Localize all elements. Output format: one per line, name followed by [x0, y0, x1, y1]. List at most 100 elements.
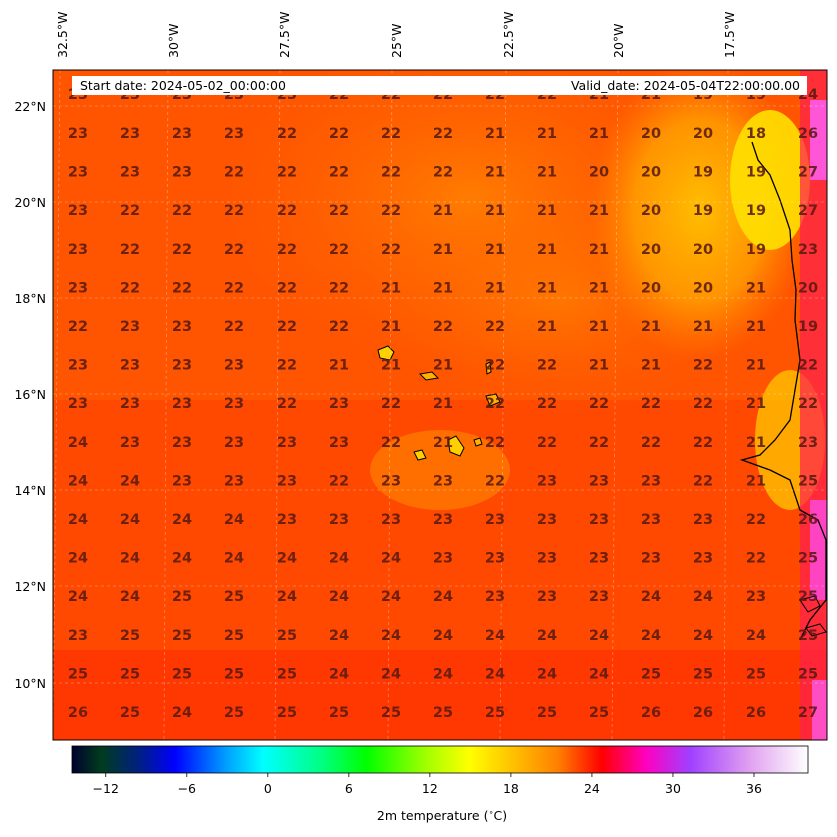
grid-value-8-9: 22	[537, 435, 557, 451]
island-maio	[473, 437, 483, 447]
grid-value-4-6: 21	[381, 280, 401, 296]
grid-value-13-7: 24	[433, 628, 453, 644]
grid-value-12-12: 24	[693, 589, 713, 605]
grid-value-8-2: 23	[172, 435, 192, 451]
grid-value-11-4: 24	[277, 551, 297, 567]
island-santiago	[447, 435, 465, 457]
grid-value-7-3: 23	[224, 396, 244, 412]
grid-value-11-3: 24	[224, 551, 244, 567]
grid-value-3-1: 22	[120, 242, 140, 258]
grid-value-6-0: 23	[68, 358, 88, 374]
grid-value-15-0: 26	[68, 705, 88, 721]
grid-value-2-7: 21	[433, 203, 453, 219]
grid-value-8-14: 23	[798, 435, 818, 451]
date-header: Start date: 2024-05-02_00:00:00 Valid_da…	[72, 76, 807, 95]
grid-value-5-7: 22	[433, 319, 453, 335]
grid-value-7-10: 22	[589, 396, 609, 412]
grid-value-5-2: 23	[172, 319, 192, 335]
grid-value-6-1: 23	[120, 358, 140, 374]
island-boa-vista	[485, 393, 501, 407]
grid-value-2-1: 22	[120, 203, 140, 219]
grid-value-2-9: 21	[537, 203, 557, 219]
grid-value-11-2: 24	[172, 551, 192, 567]
grid-value-7-5: 23	[329, 396, 349, 412]
grid-value-10-3: 24	[224, 512, 244, 528]
grid-value-0-3: 23	[224, 126, 244, 142]
grid-value-14-12: 25	[693, 666, 713, 682]
grid-value-14-14: 25	[798, 666, 818, 682]
colorbar-tick-label: 6	[344, 781, 353, 796]
grid-value-2-0: 23	[68, 203, 88, 219]
grid-value-5-8: 22	[485, 319, 505, 335]
grid-value-8-0: 24	[68, 435, 88, 451]
grid-value-8-5: 23	[329, 435, 349, 451]
grid-value-6-3: 23	[224, 358, 244, 374]
map-field: 23 23 23 23 23 22 22 22 22 22 21 21 19 19 24 23 23 23 23 22…	[53, 70, 827, 740]
longitude-label: 17.5°W	[722, 11, 737, 58]
grid-value-1-4: 22	[277, 165, 297, 181]
grid-value-10-11: 23	[641, 512, 661, 528]
latitude-label: 16°N	[14, 387, 46, 402]
grid-value-9-12: 22	[693, 473, 713, 489]
grid-value-2-6: 22	[381, 203, 401, 219]
grid-value-7-9: 22	[537, 396, 557, 412]
grid-value-0-14: 26	[798, 126, 818, 142]
grid-value-0-7: 22	[433, 126, 453, 142]
colorbar-tick-label: 12	[421, 781, 438, 796]
grid-value-12-4: 24	[277, 589, 297, 605]
grid-value-4-3: 22	[224, 280, 244, 296]
grid-value-6-11: 21	[641, 358, 661, 374]
grid-value-15-3: 25	[224, 705, 244, 721]
grid-value-6-4: 22	[277, 358, 297, 374]
grid-value-4-13: 21	[746, 280, 766, 296]
grid-value-1-5: 22	[329, 165, 349, 181]
latitude-label: 20°N	[14, 195, 46, 210]
grid-value-13-0: 23	[68, 628, 88, 644]
grid-value-10-7: 23	[433, 512, 453, 528]
grid-value-15-14: 27	[798, 705, 818, 721]
grid-value-14-6: 24	[381, 666, 401, 682]
grid-value-4-0: 23	[68, 280, 88, 296]
grid-value-15-12: 26	[693, 705, 713, 721]
grid-value-15-4: 25	[277, 705, 297, 721]
longitude-label: 30°W	[166, 23, 181, 58]
grid-value-13-3: 25	[224, 628, 244, 644]
longitude-label: 22.5°W	[501, 11, 516, 58]
latitude-label: 10°N	[14, 676, 46, 691]
grid-value-3-5: 22	[329, 242, 349, 258]
grid-value-7-6: 22	[381, 396, 401, 412]
grid-value-11-1: 24	[120, 551, 140, 567]
grid-value-15-8: 25	[485, 705, 505, 721]
grid-value-6-14: 22	[798, 358, 818, 374]
grid-value-4-14: 20	[798, 280, 818, 296]
grid-value-7-1: 23	[120, 396, 140, 412]
grid-value-4-4: 22	[277, 280, 297, 296]
grid-value-6-12: 22	[693, 358, 713, 374]
grid-value-4-7: 21	[433, 280, 453, 296]
colorbar-tick-label: 24	[583, 781, 600, 796]
grid-value-6-8: 22	[485, 358, 505, 374]
grid-value-1-10: 20	[589, 165, 609, 181]
grid-value-14-11: 25	[641, 666, 661, 682]
grid-value-10-0: 24	[68, 512, 88, 528]
grid-value-3-8: 21	[485, 242, 505, 258]
colorbar-tick-label: 18	[502, 781, 519, 796]
grid-value-7-13: 21	[746, 396, 766, 412]
grid-value-9-0: 24	[68, 473, 88, 489]
grid-value-12-14: 25	[798, 589, 818, 605]
grid-value-0-12: 20	[693, 126, 713, 142]
grid-value-9-5: 22	[329, 473, 349, 489]
grid-value-12-13: 23	[746, 589, 766, 605]
grid-value-4-8: 21	[485, 280, 505, 296]
grid-value-9-14: 25	[798, 473, 818, 489]
grid-value-0-13: 18	[746, 126, 766, 142]
grid-value-5-10: 21	[589, 319, 609, 335]
coastline	[739, 141, 827, 641]
grid-value-15-2: 24	[172, 705, 192, 721]
grid-value-1-8: 21	[485, 165, 505, 181]
grid-value-12-10: 23	[589, 589, 609, 605]
map-frame	[52, 69, 828, 741]
latitude-label: 12°N	[14, 579, 46, 594]
